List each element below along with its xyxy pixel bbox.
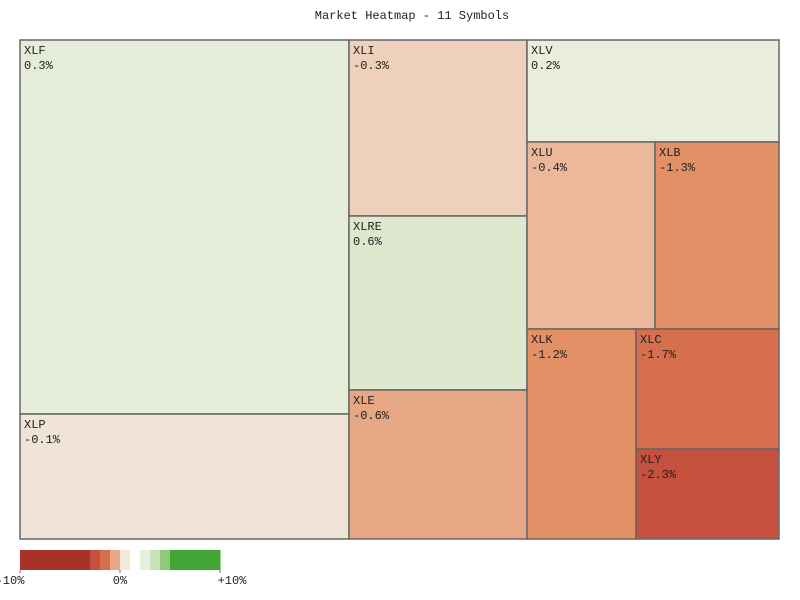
cell-change: 0.6% [353,235,383,249]
colorbar-segment [60,550,71,570]
cell-change: 0.2% [531,59,561,73]
colorbar-segment [130,550,141,570]
colorbar-segment [210,550,221,570]
colorbar-segment [70,550,81,570]
treemap-cell [348,39,528,217]
colorbar-segment [120,550,131,570]
cell-symbol: XLY [640,453,662,467]
cell-symbol: XLB [659,146,681,160]
colorbar-segment [180,550,191,570]
colorbar-segment [160,550,171,570]
colorbar-segment [40,550,51,570]
cell-change: -0.4% [531,161,568,175]
colorbar-tick-label: 0% [113,574,128,588]
treemap-cell [348,389,528,540]
treemap-cell [635,448,780,540]
treemap-cell [526,141,656,330]
colorbar-segment [90,550,101,570]
colorbar-segment [140,550,151,570]
colorbar-segment [20,550,31,570]
colorbar-segment [100,550,111,570]
cell-symbol: XLU [531,146,553,160]
colorbar-segment [30,550,41,570]
treemap-cell [348,215,528,391]
colorbar-segment [50,550,61,570]
treemap-cell [654,141,780,330]
cell-change: -1.3% [659,161,696,175]
cell-symbol: XLK [531,333,553,347]
colorbar-segment [190,550,201,570]
cell-symbol: XLV [531,44,553,58]
cell-change: -2.3% [640,468,677,482]
treemap-cell [526,328,637,540]
colorbar-segment [110,550,121,570]
chart-title: Market Heatmap - 11 Symbols [315,9,509,23]
cell-change: -0.6% [353,409,390,423]
cell-symbol: XLP [24,418,46,432]
cell-symbol: XLI [353,44,375,58]
colorbar-segment [80,550,91,570]
cell-symbol: XLC [640,333,662,347]
colorbar-segment [150,550,161,570]
cell-change: -1.7% [640,348,677,362]
cell-symbol: XLRE [353,220,382,234]
cell-change: -0.3% [353,59,390,73]
colorbar-segment [200,550,211,570]
cell-change: 0.3% [24,59,54,73]
cell-symbol: XLF [24,44,46,58]
colorbar-tick-label: -10% [0,574,25,588]
colorbar-tick-label: +10% [218,574,248,588]
treemap-cell [19,39,350,415]
colorbar-segment [170,550,181,570]
cell-change: -0.1% [24,433,61,447]
treemap-cell [19,413,350,540]
treemap-cell [526,39,780,143]
cell-symbol: XLE [353,394,375,408]
cell-change: -1.2% [531,348,568,362]
